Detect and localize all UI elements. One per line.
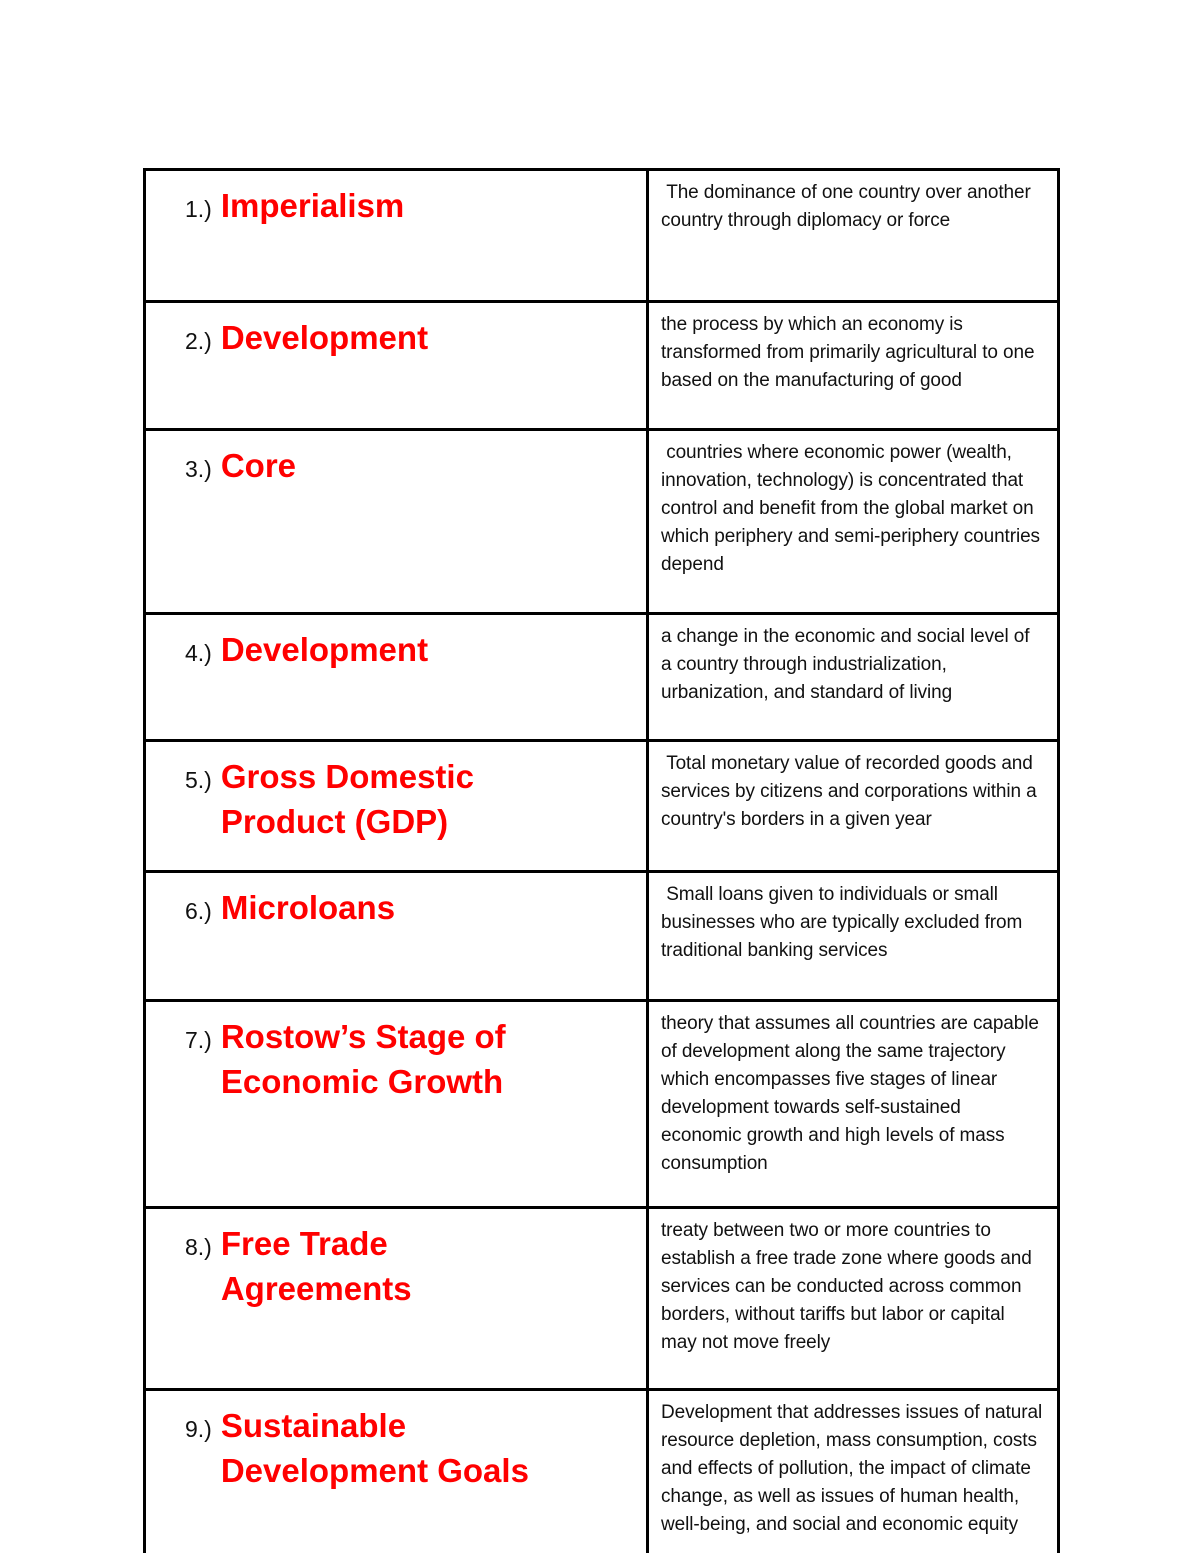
term-text: Rostow’s Stage of Economic Growth	[220, 1018, 506, 1100]
term-text: Free Trade Agreements	[220, 1225, 412, 1307]
definition-text: Total monetary value of recorded goods a…	[661, 753, 1042, 830]
definition-cell: Total monetary value of recorded goods a…	[646, 739, 1060, 873]
term-text: Development	[220, 319, 429, 356]
term-number: 7.)	[185, 1027, 212, 1053]
definition-text: theory that assumes all countries are ca…	[661, 1013, 1045, 1174]
term-text: Microloans	[220, 889, 396, 926]
term-text: Sustainable Development Goals	[220, 1407, 529, 1489]
term-cell: 7.) Rostow’s Stage of Economic Growth	[143, 999, 649, 1209]
term-cell: 6.) Microloans	[143, 870, 649, 1002]
term-wrap: 6.) Microloans	[185, 885, 636, 934]
term-number: 2.)	[185, 328, 212, 354]
definition-text: Small loans given to individuals or smal…	[661, 884, 1028, 961]
definition-text: treaty between two or more countries to …	[661, 1220, 1037, 1353]
term-number: 3.)	[185, 456, 212, 482]
term-text: Development	[220, 631, 429, 668]
definition-cell: countries where economic power (wealth, …	[646, 428, 1060, 615]
table-row: 7.) Rostow’s Stage of Economic Growth th…	[143, 999, 1060, 1209]
definition-text: Development that addresses issues of nat…	[661, 1402, 1048, 1535]
term-number: 9.)	[185, 1416, 212, 1442]
term-number: 4.)	[185, 640, 212, 666]
term-wrap: 1.) Imperialism	[185, 183, 636, 232]
table-row: 5.) Gross Domestic Product (GDP) Total m…	[143, 739, 1060, 873]
term-text: Gross Domestic Product (GDP)	[220, 758, 474, 840]
term-wrap: 4.) Development	[185, 627, 636, 676]
definition-text: countries where economic power (wealth, …	[661, 442, 1046, 575]
term-wrap: 7.) Rostow’s Stage of Economic Growth	[185, 1014, 636, 1104]
definition-cell: a change in the economic and social leve…	[646, 612, 1060, 742]
definition-cell: The dominance of one country over anothe…	[646, 168, 1060, 303]
definition-cell: treaty between two or more countries to …	[646, 1206, 1060, 1391]
term-number: 6.)	[185, 898, 212, 924]
term-number: 8.)	[185, 1234, 212, 1260]
definition-cell: theory that assumes all countries are ca…	[646, 999, 1060, 1209]
table-row: 2.) Development the process by which an …	[143, 300, 1060, 431]
term-number: 5.)	[185, 767, 212, 793]
term-wrap: 9.) Sustainable Development Goals	[185, 1403, 636, 1493]
definition-text: a change in the economic and social leve…	[661, 626, 1035, 703]
term-cell: 8.) Free Trade Agreements	[143, 1206, 649, 1391]
term-cell: 1.) Imperialism	[143, 168, 649, 303]
term-cell: 9.) Sustainable Development Goals	[143, 1388, 649, 1553]
term-wrap: 8.) Free Trade Agreements	[185, 1221, 636, 1311]
definition-text: The dominance of one country over anothe…	[661, 182, 1036, 231]
term-text: Imperialism	[220, 187, 405, 224]
term-cell: 3.) Core	[143, 428, 649, 615]
table-row: 6.) Microloans Small loans given to indi…	[143, 870, 1060, 1002]
term-cell: 2.) Development	[143, 300, 649, 431]
definition-cell: Small loans given to individuals or smal…	[646, 870, 1060, 1002]
table-row: 4.) Development a change in the economic…	[143, 612, 1060, 742]
term-cell: 5.) Gross Domestic Product (GDP)	[143, 739, 649, 873]
table-row: 1.) Imperialism The dominance of one cou…	[143, 168, 1060, 303]
term-cell: 4.) Development	[143, 612, 649, 742]
term-wrap: 3.) Core	[185, 443, 636, 492]
term-text: Core	[220, 447, 297, 484]
definition-text: the process by which an economy is trans…	[661, 314, 1040, 391]
vocabulary-table-body: 1.) Imperialism The dominance of one cou…	[143, 168, 1060, 1553]
term-number: 1.)	[185, 196, 212, 222]
table-row: 9.) Sustainable Development Goals Develo…	[143, 1388, 1060, 1553]
definition-cell: Development that addresses issues of nat…	[646, 1388, 1060, 1553]
term-wrap: 5.) Gross Domestic Product (GDP)	[185, 754, 636, 844]
term-wrap: 2.) Development	[185, 315, 636, 364]
vocabulary-table: 1.) Imperialism The dominance of one cou…	[143, 168, 1060, 1553]
definition-cell: the process by which an economy is trans…	[646, 300, 1060, 431]
table-row: 8.) Free Trade Agreements treaty between…	[143, 1206, 1060, 1391]
table-row: 3.) Core countries where economic power …	[143, 428, 1060, 615]
